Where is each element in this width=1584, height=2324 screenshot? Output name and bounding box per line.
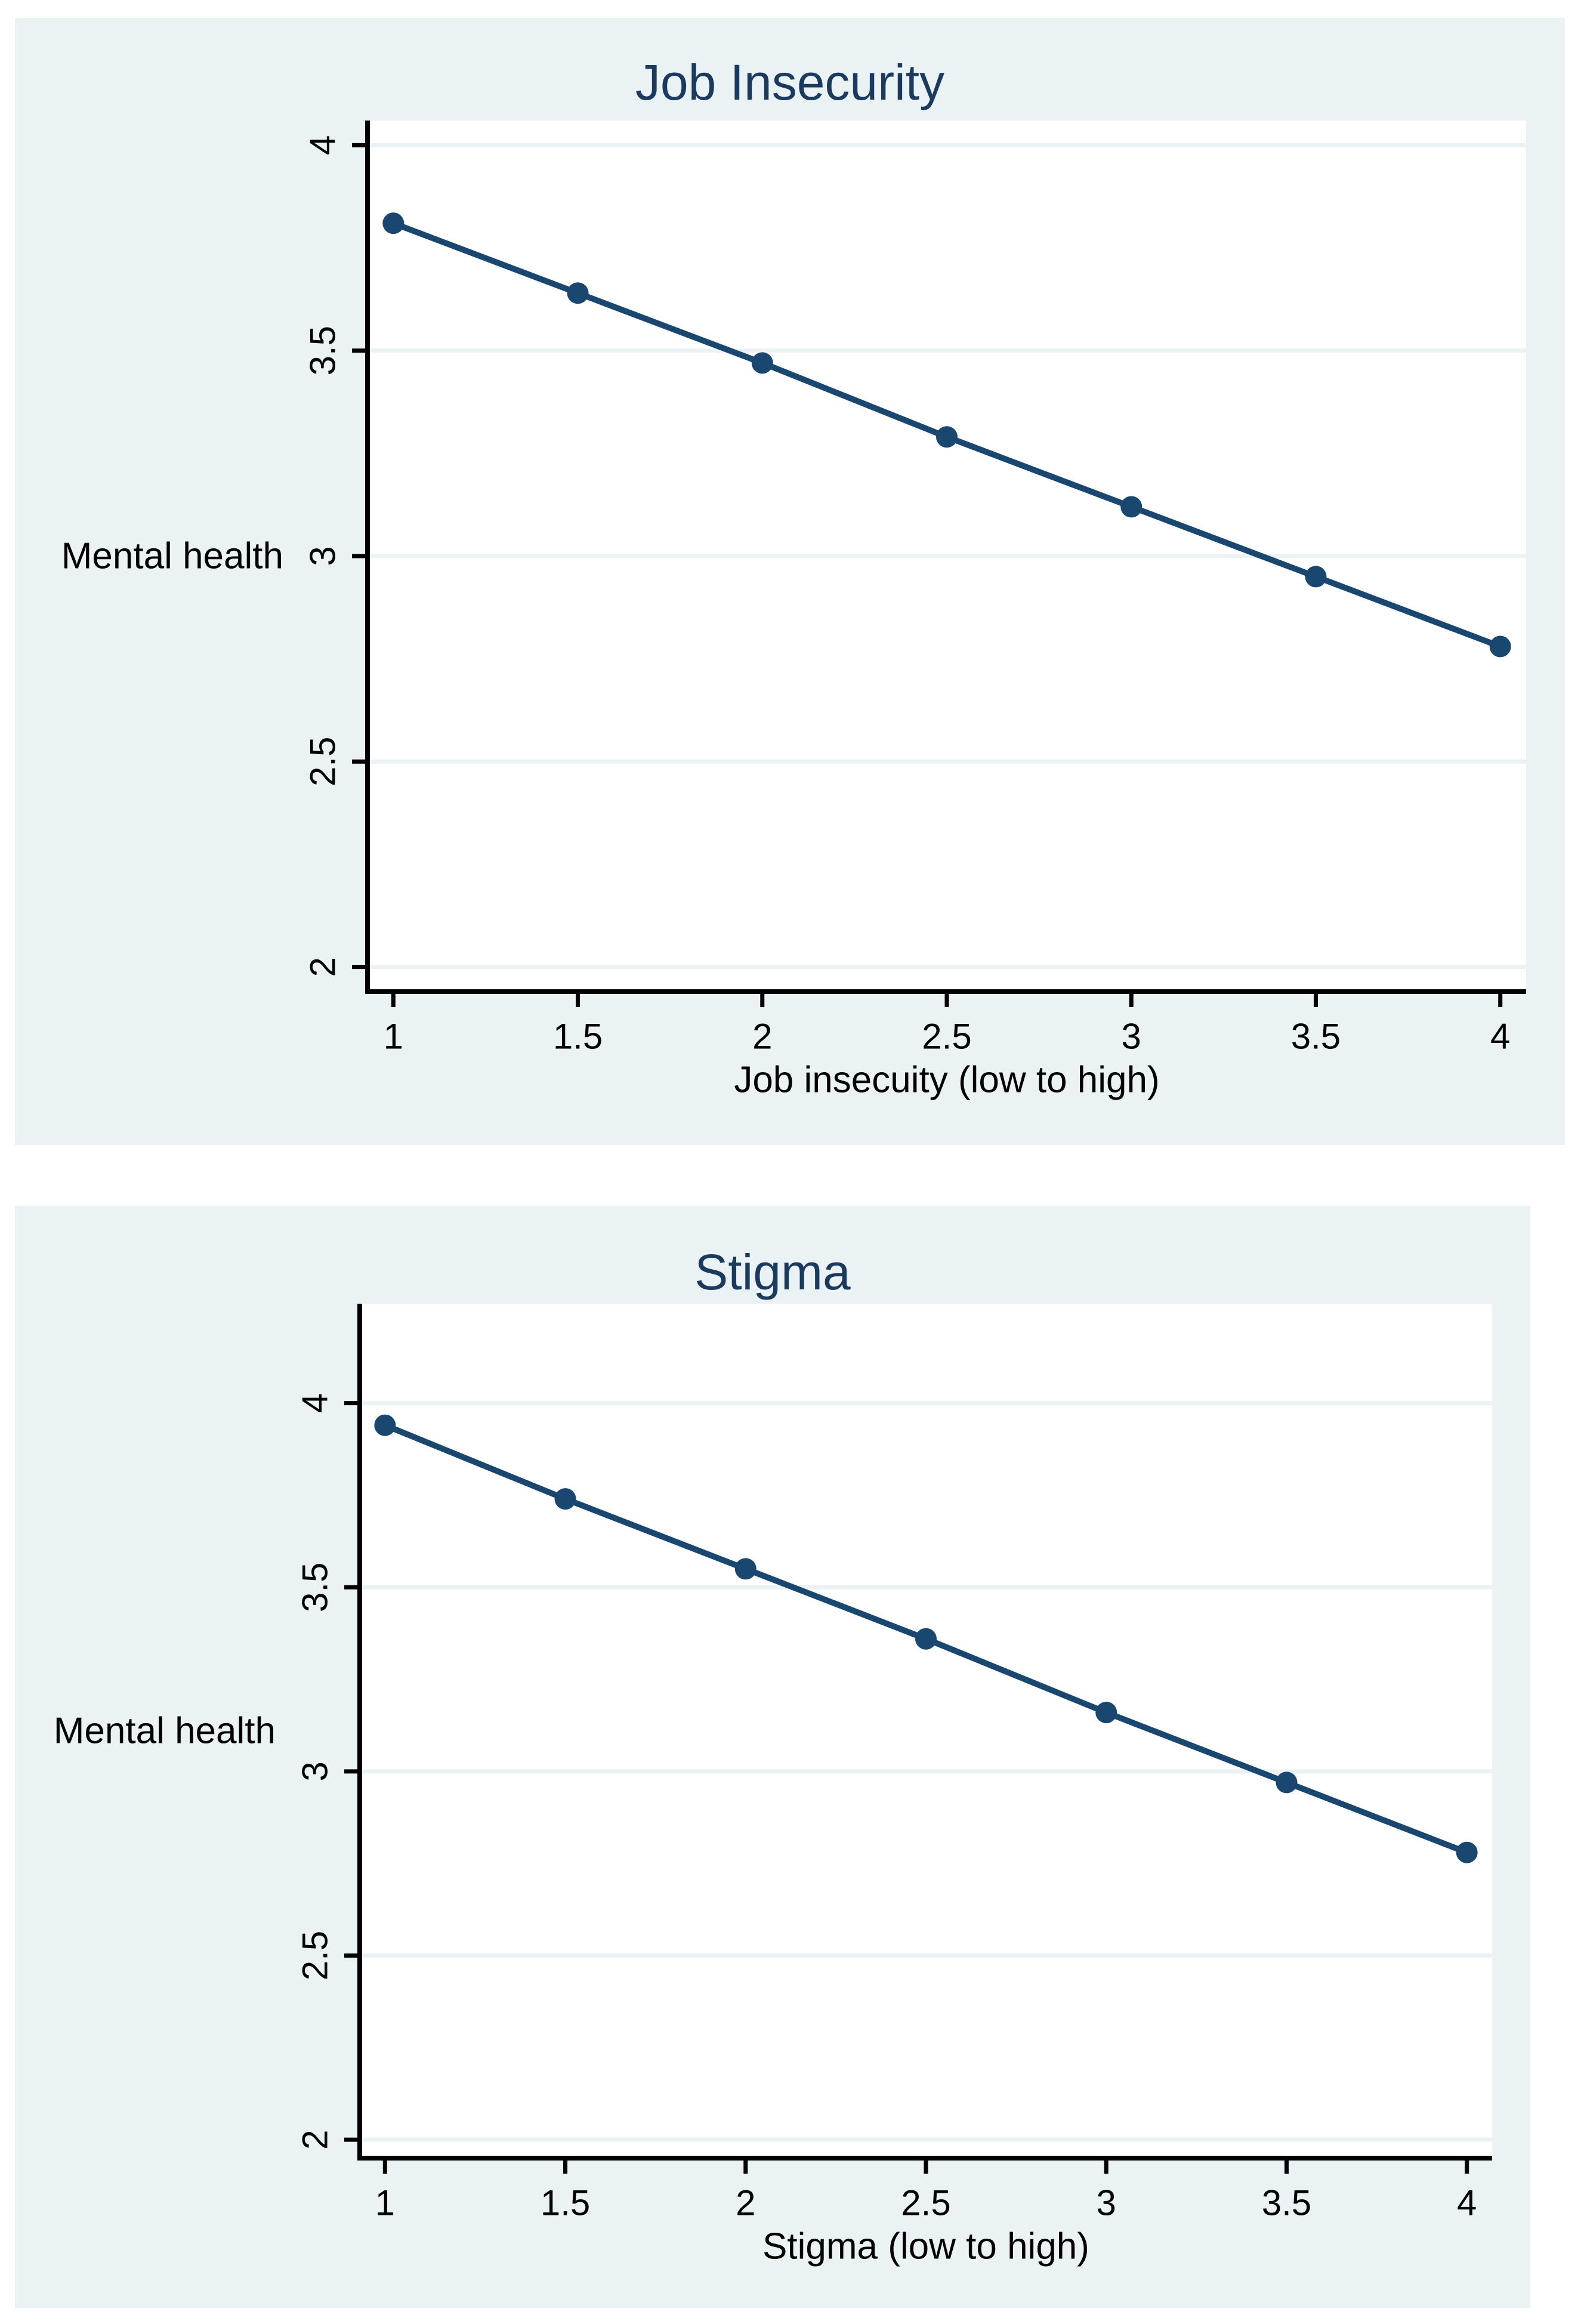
data-point	[1120, 496, 1143, 518]
chart-title: Job Insecurity	[635, 54, 944, 110]
y-tick-label: 2	[295, 2129, 335, 2149]
data-point	[1305, 566, 1327, 588]
data-point	[554, 1488, 576, 1510]
x-tick-label: 1	[375, 2183, 395, 2223]
y-tick-label: 2	[303, 957, 343, 977]
x-tick-label: 2.5	[901, 2183, 950, 2223]
x-tick-label: 1.5	[553, 1017, 603, 1057]
stigma-panel: 4 3.5 3 2.5 2 1 1.5 2 2.5 3 3.5 4 Stigma Stigma (low …	[15, 1206, 1530, 2308]
x-tick-label: 2	[736, 2183, 755, 2223]
x-tick-label: 3.5	[1262, 2183, 1311, 2223]
job-insecurity-panel: 4 3.5 3 2.5 2 1 1.5 2 2.5 3 3.5 4 Job Insecurity Job …	[15, 18, 1565, 1145]
data-point	[567, 282, 589, 304]
x-tick-label: 2.5	[922, 1017, 971, 1057]
x-axis-title: Job insecuity (low to high)	[734, 1060, 1159, 1101]
x-tick-label: 3	[1122, 1017, 1141, 1057]
y-tick-label: 2.5	[303, 737, 343, 786]
x-tick-label: 1.5	[541, 2183, 590, 2223]
x-tick-label: 3.5	[1291, 1017, 1341, 1057]
data-point	[751, 352, 773, 374]
data-point	[1456, 1841, 1478, 1863]
y-tick-label: 3.5	[295, 1563, 335, 1612]
y-tick-label: 3	[303, 546, 343, 566]
x-tick-label: 4	[1490, 1017, 1510, 1057]
data-point	[382, 212, 405, 234]
data-point	[374, 1414, 396, 1436]
y-tick-label: 4	[303, 135, 343, 155]
plot-area	[360, 1304, 1492, 2158]
job-insecurity-chart: 4 3.5 3 2.5 2 1 1.5 2 2.5 3 3.5 4 Job Insecurity Job …	[15, 18, 1565, 1145]
x-tick-label: 4	[1457, 2183, 1477, 2223]
y-tick-label: 2.5	[295, 1931, 335, 1980]
stigma-chart: 4 3.5 3 2.5 2 1 1.5 2 2.5 3 3.5 4 Stigma Stigma (low …	[15, 1206, 1530, 2308]
data-point	[1276, 1771, 1298, 1794]
chart-title: Stigma	[694, 1244, 851, 1300]
x-axis-title: Stigma (low to high)	[762, 2226, 1089, 2267]
data-point	[1489, 635, 1511, 658]
y-axis-title: Mental health	[61, 536, 283, 577]
x-tick-label: 1	[384, 1017, 403, 1057]
y-tick-label: 3	[295, 1761, 335, 1781]
x-tick-label: 2	[752, 1017, 772, 1057]
y-tick-label: 3.5	[303, 326, 343, 375]
data-point	[734, 1558, 757, 1580]
data-point	[1095, 1702, 1117, 1724]
x-tick-label: 3	[1097, 2183, 1116, 2223]
data-point	[915, 1628, 937, 1650]
y-axis-title: Mental health	[54, 1711, 276, 1752]
data-point	[936, 426, 958, 448]
y-tick-label: 4	[295, 1393, 335, 1413]
